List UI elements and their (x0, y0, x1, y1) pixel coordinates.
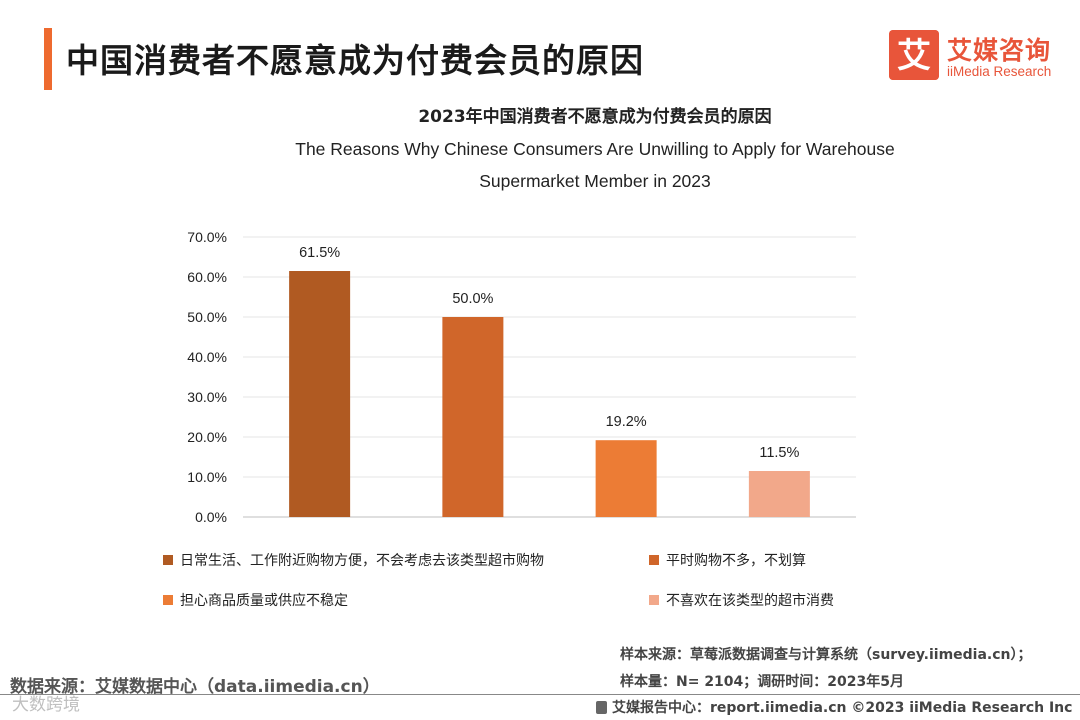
footer-divider (0, 694, 1080, 695)
chart-subtitle-line-2: Supermarket Member in 2023 (479, 171, 711, 191)
brand-logo: 艾 艾媒咨询 iiMedia Research (889, 30, 1061, 84)
report-icon (596, 701, 607, 714)
legend-label: 担心商品质量或供应不稳定 (180, 593, 348, 609)
y-tick-label: 10.0% (187, 469, 227, 485)
bar (748, 471, 810, 517)
legend-swatch (163, 595, 173, 605)
title-accent-bar (44, 28, 52, 90)
svg-text:艾: 艾 (897, 36, 931, 76)
y-tick-label: 30.0% (187, 389, 227, 405)
y-tick-label: 50.0% (187, 309, 227, 325)
chart-subtitle-line-1: The Reasons Why Chinese Consumers Are Un… (295, 139, 895, 159)
y-tick-label: 20.0% (187, 429, 227, 445)
bar (289, 271, 351, 517)
data-label: 19.2% (606, 414, 647, 430)
logo-name-en: iiMedia Research (947, 64, 1052, 79)
logo-name-cn: 艾媒咨询 (947, 36, 1052, 65)
legend-swatch (163, 555, 173, 565)
data-label: 61.5% (299, 245, 340, 261)
data-label: 11.5% (759, 445, 799, 461)
bar (595, 440, 657, 517)
bar (442, 317, 504, 517)
legend-label: 日常生活、工作附近购物方便，不会考虑去该类型超市购物 (180, 553, 544, 569)
legend-item-dislike-store: 不喜欢在该类型的超市消费 (649, 590, 834, 610)
footer-credit: 艾媒报告中心：report.iimedia.cn ©2023 iiMedia R… (596, 697, 1072, 717)
legend-item-not-worth-it: 平时购物不多，不划算 (649, 550, 806, 570)
legend-item-convenient-shopping: 日常生活、工作附近购物方便，不会考虑去该类型超市购物 (163, 550, 544, 570)
watermark: 大数跨境 (12, 695, 80, 715)
data-source-note: 数据来源：艾媒数据中心（data.iimedia.cn） (10, 677, 380, 697)
y-tick-label: 0.0% (195, 509, 227, 525)
bar-chart: 0.0% 10.0% 20.0% 30.0% 40.0% 50.0% 60.0% 70.0% 6… (187, 229, 856, 525)
legend-swatch (649, 595, 659, 605)
legend-swatch (649, 555, 659, 565)
y-tick-label: 60.0% (187, 269, 227, 285)
legend-label: 不喜欢在该类型的超市消费 (666, 593, 834, 609)
legend-item-quality-concern: 担心商品质量或供应不稳定 (163, 590, 348, 610)
legend-label: 平时购物不多，不划算 (666, 553, 806, 569)
sample-source-note: 样本来源：草莓派数据调查与计算系统（survey.iimedia.cn）； (620, 647, 1032, 663)
page-title: 中国消费者不愿意成为付费会员的原因 (66, 41, 644, 80)
logo-mark-icon: 艾 (889, 30, 939, 80)
y-tick-label: 70.0% (187, 229, 227, 245)
chart-subtitle: The Reasons Why Chinese Consumers Are Un… (260, 133, 930, 197)
y-tick-label: 40.0% (187, 349, 227, 365)
chart-title: 2023年中国消费者不愿意成为付费会员的原因 (418, 107, 772, 127)
footer-credit-text: 艾媒报告中心：report.iimedia.cn ©2023 iiMedia R… (612, 700, 1073, 716)
data-label: 50.0% (452, 291, 493, 307)
sample-size-note: 样本量：N= 2104；调研时间：2023年5月 (620, 674, 904, 690)
